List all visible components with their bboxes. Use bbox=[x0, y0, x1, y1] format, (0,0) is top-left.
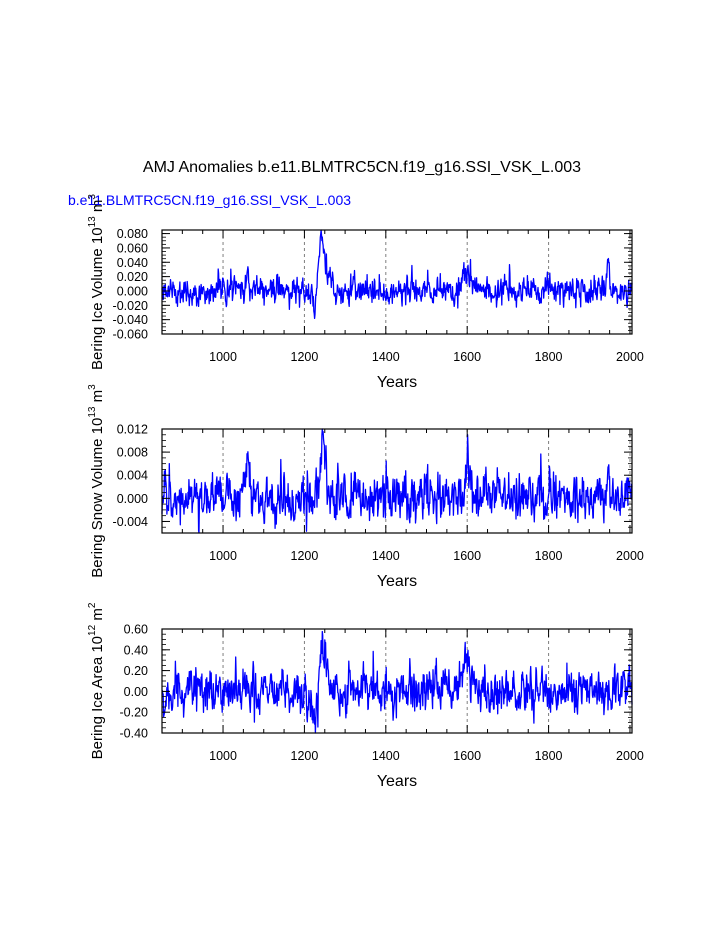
y-axis-unit-exponent: 13 bbox=[87, 216, 98, 228]
x-tick-label: 2000 bbox=[616, 350, 644, 364]
x-tick-label: 1800 bbox=[535, 350, 563, 364]
series-line bbox=[161, 229, 633, 320]
y-tick-label: -0.004 bbox=[113, 515, 148, 529]
y-axis-label-name: Bering Snow Volume 10 bbox=[89, 418, 106, 578]
x-tick-label: 1400 bbox=[372, 350, 400, 364]
chart-panels: 1000 1200 1400 1600 1800 20000.0800.0600.0400… bbox=[87, 194, 644, 790]
x-tick-label: 1200 bbox=[291, 549, 319, 563]
y-axis-label-name: Bering Ice Volume 10 bbox=[89, 227, 106, 370]
y-tick-label: 0.20 bbox=[124, 664, 148, 678]
y-tick-label: 0.00 bbox=[124, 685, 148, 699]
y-tick-label: 0.40 bbox=[124, 643, 148, 657]
y-axis-unit-exponent: 12 bbox=[87, 624, 98, 636]
chart-panel-1: 1000 1200 1400 1600 1800 20000.0800.0600.0400… bbox=[87, 194, 644, 391]
x-tick-label: 2000 bbox=[616, 549, 644, 563]
y-axis-unit-power: 3 bbox=[87, 194, 98, 200]
y-axis-unit: m bbox=[89, 390, 106, 407]
case-label: b.e11.BLMTRC5CN.f19_g16.SSI_VSK_L.003 bbox=[68, 192, 351, 208]
figure-title: AMJ Anomalies b.e11.BLMTRC5CN.f19_g16.SS… bbox=[143, 159, 581, 176]
x-tick-label: 1000 bbox=[209, 350, 237, 364]
y-axis-label: Bering Ice Volume 1013 m3 bbox=[87, 194, 106, 370]
y-tick-label: 0.020 bbox=[117, 270, 148, 284]
series-line bbox=[161, 630, 633, 734]
y-tick-label: -0.060 bbox=[113, 328, 148, 342]
x-tick-label: 1600 bbox=[453, 549, 481, 563]
y-axis-label: Bering Snow Volume 1013 m3 bbox=[87, 384, 106, 578]
x-axis-label: Years bbox=[377, 374, 417, 391]
plot-frame bbox=[161, 229, 633, 335]
y-tick-label: 0.000 bbox=[117, 284, 148, 298]
x-tick-label: 1000 bbox=[209, 549, 237, 563]
y-axis-label: Bering Ice Area 1012 m2 bbox=[87, 602, 106, 759]
x-tick-label: 1000 bbox=[209, 749, 237, 763]
y-tick-label: 0.060 bbox=[117, 241, 148, 255]
y-tick-label: 0.040 bbox=[117, 256, 148, 270]
y-axis-label-name: Bering Ice Area 10 bbox=[89, 636, 106, 759]
x-axis-label: Years bbox=[377, 573, 417, 590]
x-tick-label: 1800 bbox=[535, 749, 563, 763]
x-tick-label: 1400 bbox=[372, 749, 400, 763]
y-tick-label: 0.080 bbox=[117, 227, 148, 241]
x-tick-label: 1400 bbox=[372, 549, 400, 563]
y-tick-label: -0.20 bbox=[120, 706, 149, 720]
x-tick-label: 1800 bbox=[535, 549, 563, 563]
x-tick-label: 2000 bbox=[616, 749, 644, 763]
y-axis-unit: m bbox=[89, 200, 106, 217]
series-line bbox=[161, 428, 633, 534]
x-axis-label: Years bbox=[377, 773, 417, 790]
y-tick-label: -0.040 bbox=[113, 313, 148, 327]
y-axis-unit-exponent: 13 bbox=[87, 406, 98, 418]
y-axis-unit-power: 2 bbox=[87, 602, 98, 608]
x-tick-label: 1200 bbox=[291, 749, 319, 763]
x-tick-label: 1600 bbox=[453, 350, 481, 364]
y-tick-label: -0.020 bbox=[113, 299, 148, 313]
y-tick-label: 0.008 bbox=[117, 446, 148, 460]
y-tick-label: 0.004 bbox=[117, 469, 148, 483]
y-tick-label: 0.012 bbox=[117, 423, 148, 437]
y-axis-unit-power: 3 bbox=[87, 384, 98, 390]
y-axis-unit: m bbox=[89, 608, 106, 625]
x-tick-label: 1600 bbox=[453, 749, 481, 763]
y-tick-label: 0.60 bbox=[124, 623, 148, 637]
y-tick-label: 0.000 bbox=[117, 492, 148, 506]
chart-panel-3: 1000 1200 1400 1600 1800 2000 0.60 0.40 0.20 0.00… bbox=[87, 602, 644, 790]
y-tick-label: -0.40 bbox=[120, 727, 149, 741]
chart-panel-2: 1000 1200 1400 1600 1800 2000 0.012 0.008 0.004 0… bbox=[87, 384, 644, 590]
x-tick-label: 1200 bbox=[291, 350, 319, 364]
